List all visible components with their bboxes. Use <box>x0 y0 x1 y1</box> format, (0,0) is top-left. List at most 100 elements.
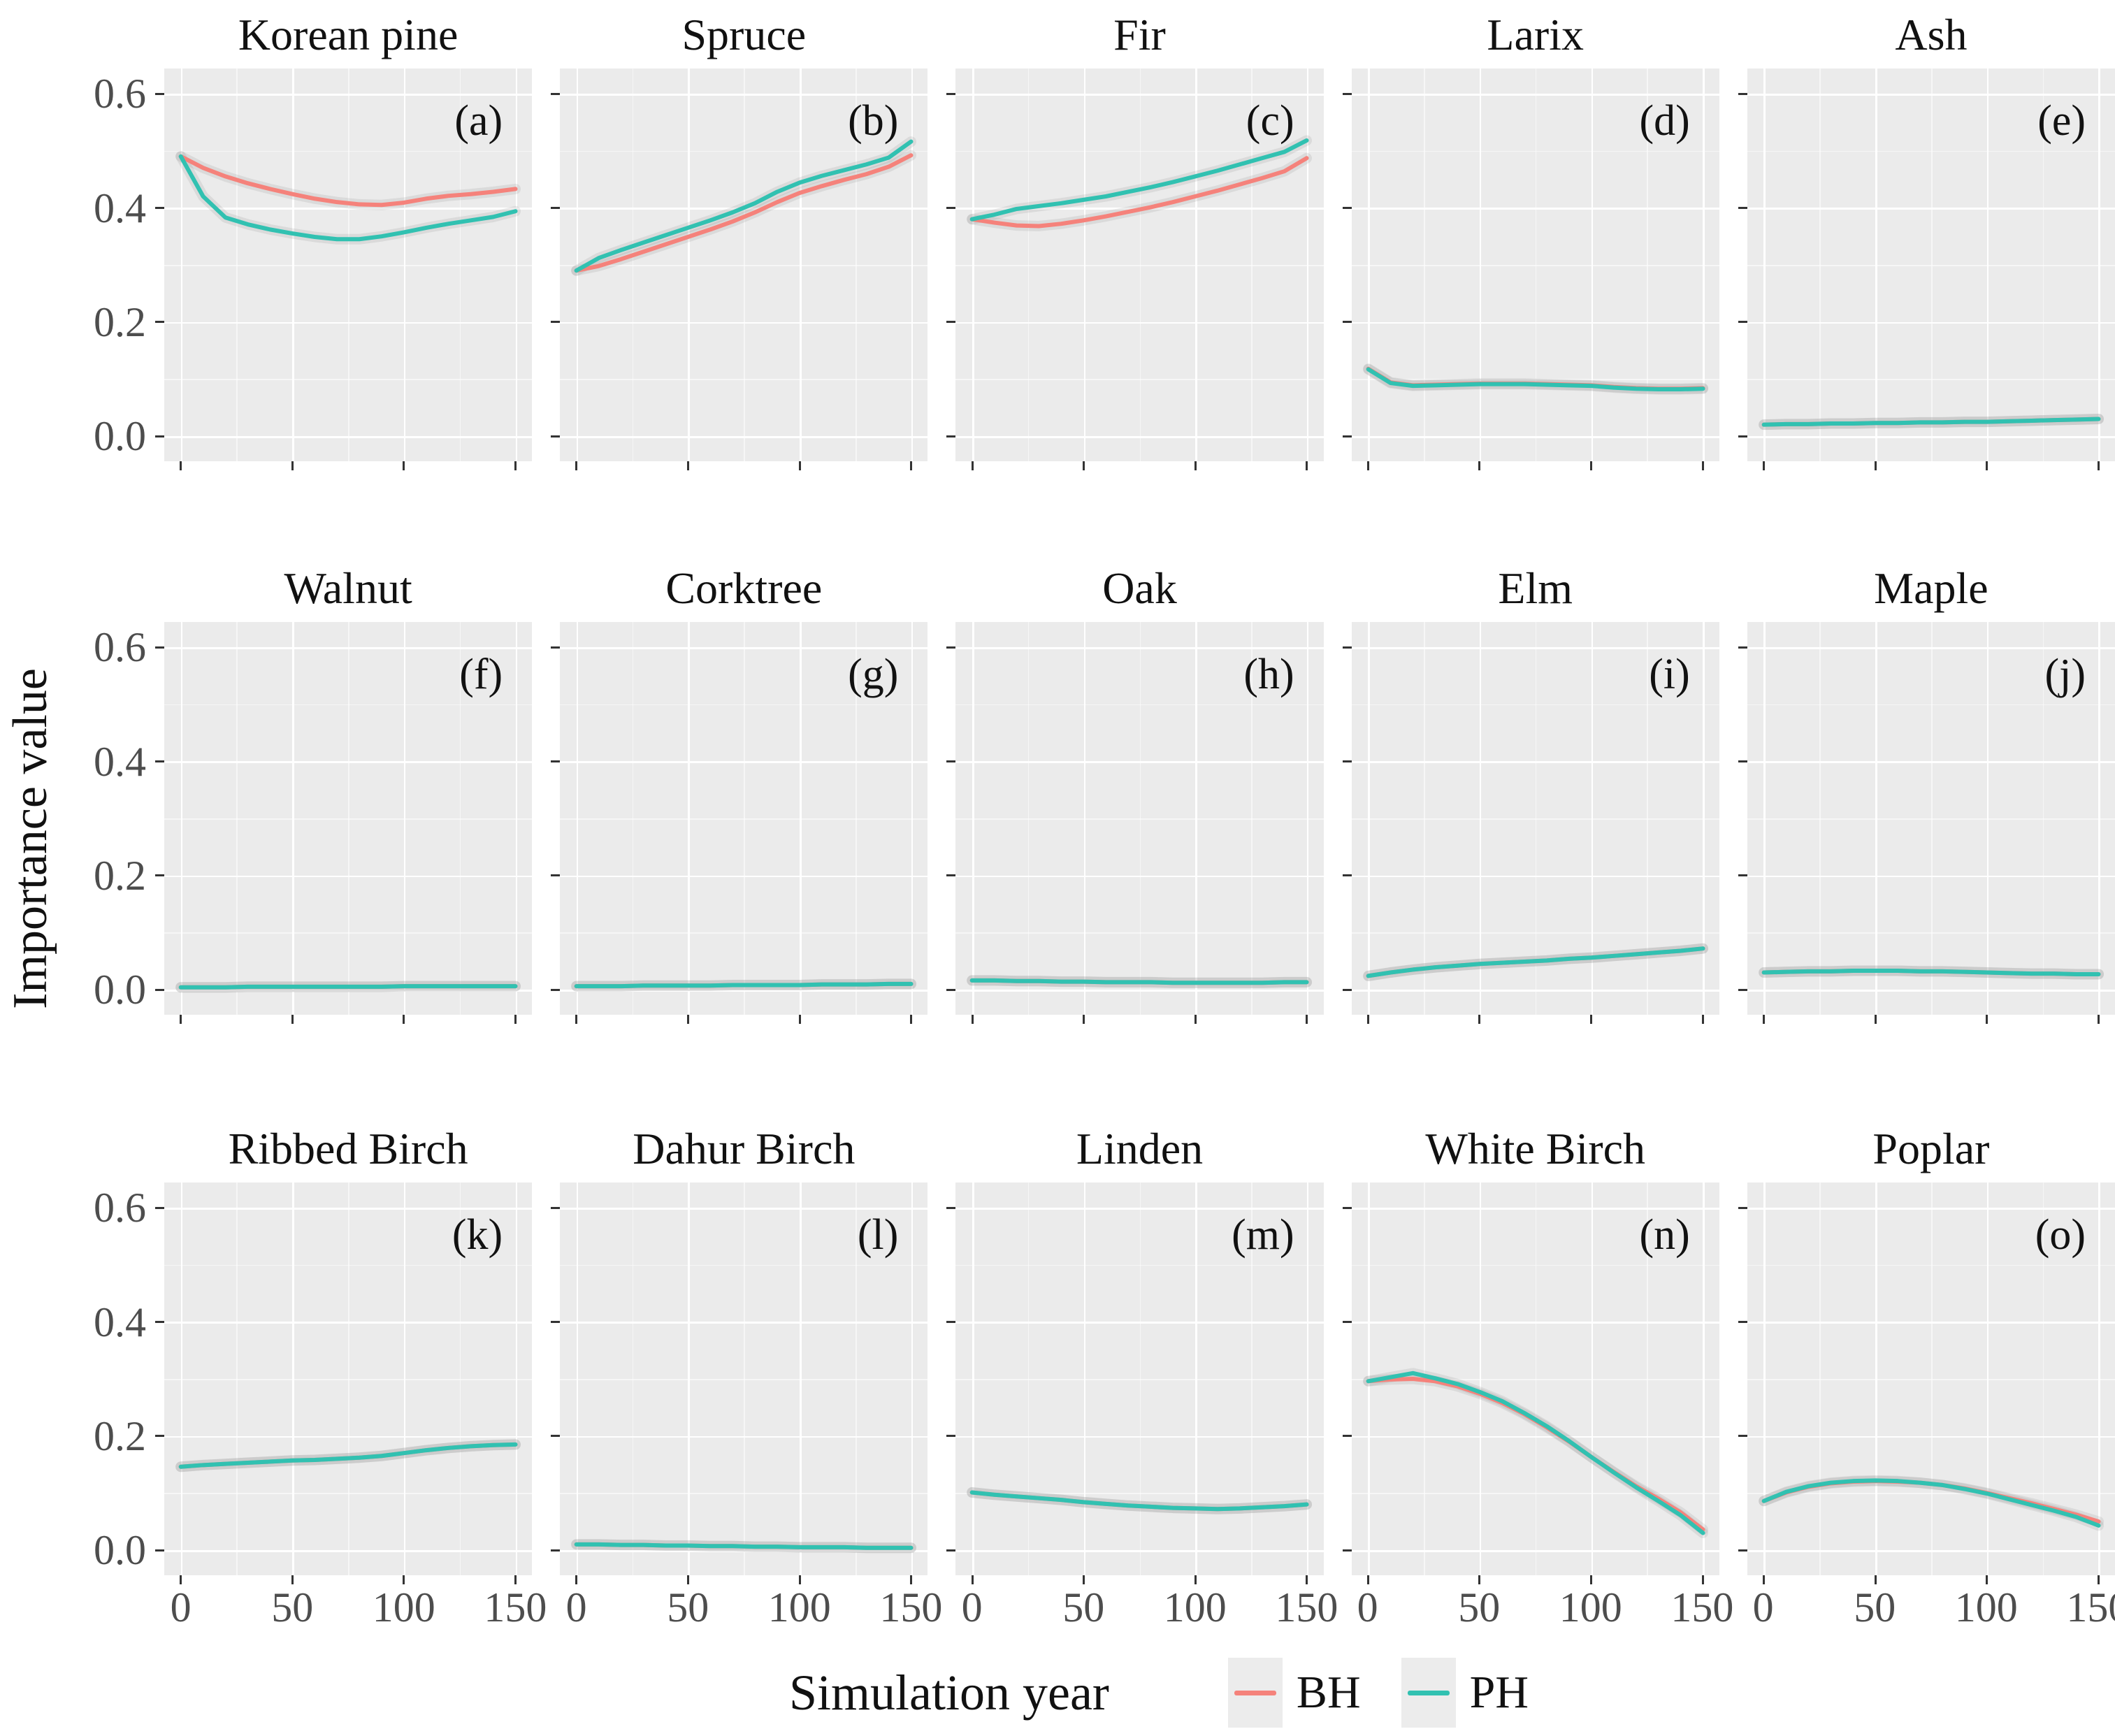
x-axis-tick <box>1083 1015 1085 1024</box>
y-axis-tick <box>946 1549 956 1551</box>
gridline <box>1747 1435 2115 1438</box>
y-axis-tick <box>946 988 956 991</box>
plot-area <box>164 68 533 461</box>
ph-line <box>1763 971 2098 974</box>
x-axis-tick <box>1762 1575 1765 1584</box>
gridline <box>688 622 690 1015</box>
y-axis-tick <box>946 1435 956 1438</box>
plot-area <box>955 68 1324 461</box>
gridline <box>1591 68 1594 461</box>
x-tick-label: 100 <box>1954 1584 2018 1630</box>
panel-letter: (m) <box>1232 1211 1294 1259</box>
x-axis-tick <box>1701 1015 1704 1024</box>
gridline <box>1083 68 1086 461</box>
bh-ribbon <box>1368 1379 1703 1530</box>
y-axis-tick <box>946 874 956 877</box>
gridline <box>1819 68 1821 461</box>
gridline <box>164 1435 533 1438</box>
plot-area <box>560 68 928 461</box>
x-axis-tick <box>1590 461 1593 470</box>
gridline <box>1747 1322 2115 1324</box>
x-tick-label: 50 <box>1458 1584 1501 1630</box>
facet-title: Corktree <box>665 563 823 613</box>
x-tick-col: 0 50 100 150 <box>1747 1581 2115 1637</box>
facet-title: Ash <box>1895 10 1968 59</box>
facet-row-2: 0.6 0.4 0.2 0.0 Walnut (f) Corktree (g) … <box>0 559 2115 1024</box>
y-axis-tick <box>946 1206 956 1209</box>
gridline <box>459 622 461 1015</box>
series-lines <box>1747 1182 2115 1575</box>
ph-line-swatch <box>1407 1690 1450 1695</box>
ph-line <box>972 981 1307 983</box>
gridline <box>955 1435 1324 1438</box>
gridline <box>164 208 533 210</box>
ph-ribbon <box>1368 1373 1703 1533</box>
gridline <box>1930 68 1933 461</box>
gridline <box>1703 1182 1705 1575</box>
gridline <box>855 622 857 1015</box>
x-axis-tick <box>910 1575 913 1584</box>
y-axis-tick <box>551 760 561 762</box>
gridline <box>1703 622 1705 1015</box>
gridline <box>1139 68 1141 461</box>
y-axis-tick <box>946 206 956 209</box>
x-axis-tick <box>1986 1015 1988 1024</box>
legend-key-bh <box>1227 1658 1283 1728</box>
x-axis-tick <box>291 1575 294 1584</box>
gridline <box>1930 1182 1933 1575</box>
gridline <box>560 1208 928 1210</box>
x-axis-tick <box>971 1015 974 1024</box>
gridline <box>1351 1550 1719 1552</box>
bh-line <box>1368 1379 1703 1530</box>
gridline <box>1986 68 1989 461</box>
legend-label-bh: BH <box>1296 1667 1361 1718</box>
ph-line <box>972 1493 1307 1510</box>
gridline <box>1027 1182 1030 1575</box>
gridline <box>1306 622 1309 1015</box>
y-axis-tick <box>1738 1549 1747 1551</box>
ph-line <box>1368 1373 1703 1533</box>
x-axis-tick <box>514 1015 517 1024</box>
y-axis-tick <box>155 435 164 437</box>
gridline <box>1747 208 2115 210</box>
y-axis-tick <box>1342 646 1352 649</box>
series-lines <box>1352 1182 1719 1575</box>
bh-line <box>577 155 911 270</box>
gridline <box>1083 622 1086 1015</box>
panel-letter: (k) <box>452 1211 503 1259</box>
x-axis-tick <box>1306 1015 1308 1024</box>
x-axis-tick <box>575 1015 578 1024</box>
gridline <box>955 990 1324 992</box>
gridline <box>403 622 406 1015</box>
gridline <box>164 1208 533 1210</box>
gridline <box>744 622 745 1015</box>
series-lines <box>955 622 1323 1015</box>
facet-cell-poplar: Poplar (o) <box>1738 1120 2115 1584</box>
gridline <box>1351 436 1719 438</box>
gridline <box>236 1182 238 1575</box>
x-axis-tick <box>1194 461 1197 470</box>
gridline <box>1591 1182 1594 1575</box>
facet-cell-white-birch: White Birch (n) <box>1342 1120 1719 1584</box>
gridline <box>1591 622 1594 1015</box>
y-axis-tick <box>551 435 561 437</box>
gridline <box>911 1182 914 1575</box>
y-axis-tick <box>155 1435 164 1438</box>
x-tick-label: 150 <box>2066 1584 2115 1630</box>
series-lines <box>1352 622 1719 1015</box>
x-tick-col: 0 50 100 150 <box>1351 1581 1734 1637</box>
y-axis-tick <box>155 1320 164 1323</box>
gridline <box>955 875 1324 878</box>
x-tick-col: 0 50 100 150 <box>164 1581 547 1637</box>
panel-letter: (c) <box>1246 97 1294 145</box>
gridline <box>855 1182 857 1575</box>
facet-title: Maple <box>1874 563 1988 613</box>
y-axis-tick <box>1738 646 1747 649</box>
gridline <box>744 68 745 461</box>
y-axis-tick <box>1738 1435 1747 1438</box>
x-axis-tick <box>971 461 974 470</box>
gridline <box>955 94 1324 96</box>
x-axis-tick <box>291 461 294 470</box>
gridline <box>180 622 183 1015</box>
series-lines <box>560 622 927 1015</box>
